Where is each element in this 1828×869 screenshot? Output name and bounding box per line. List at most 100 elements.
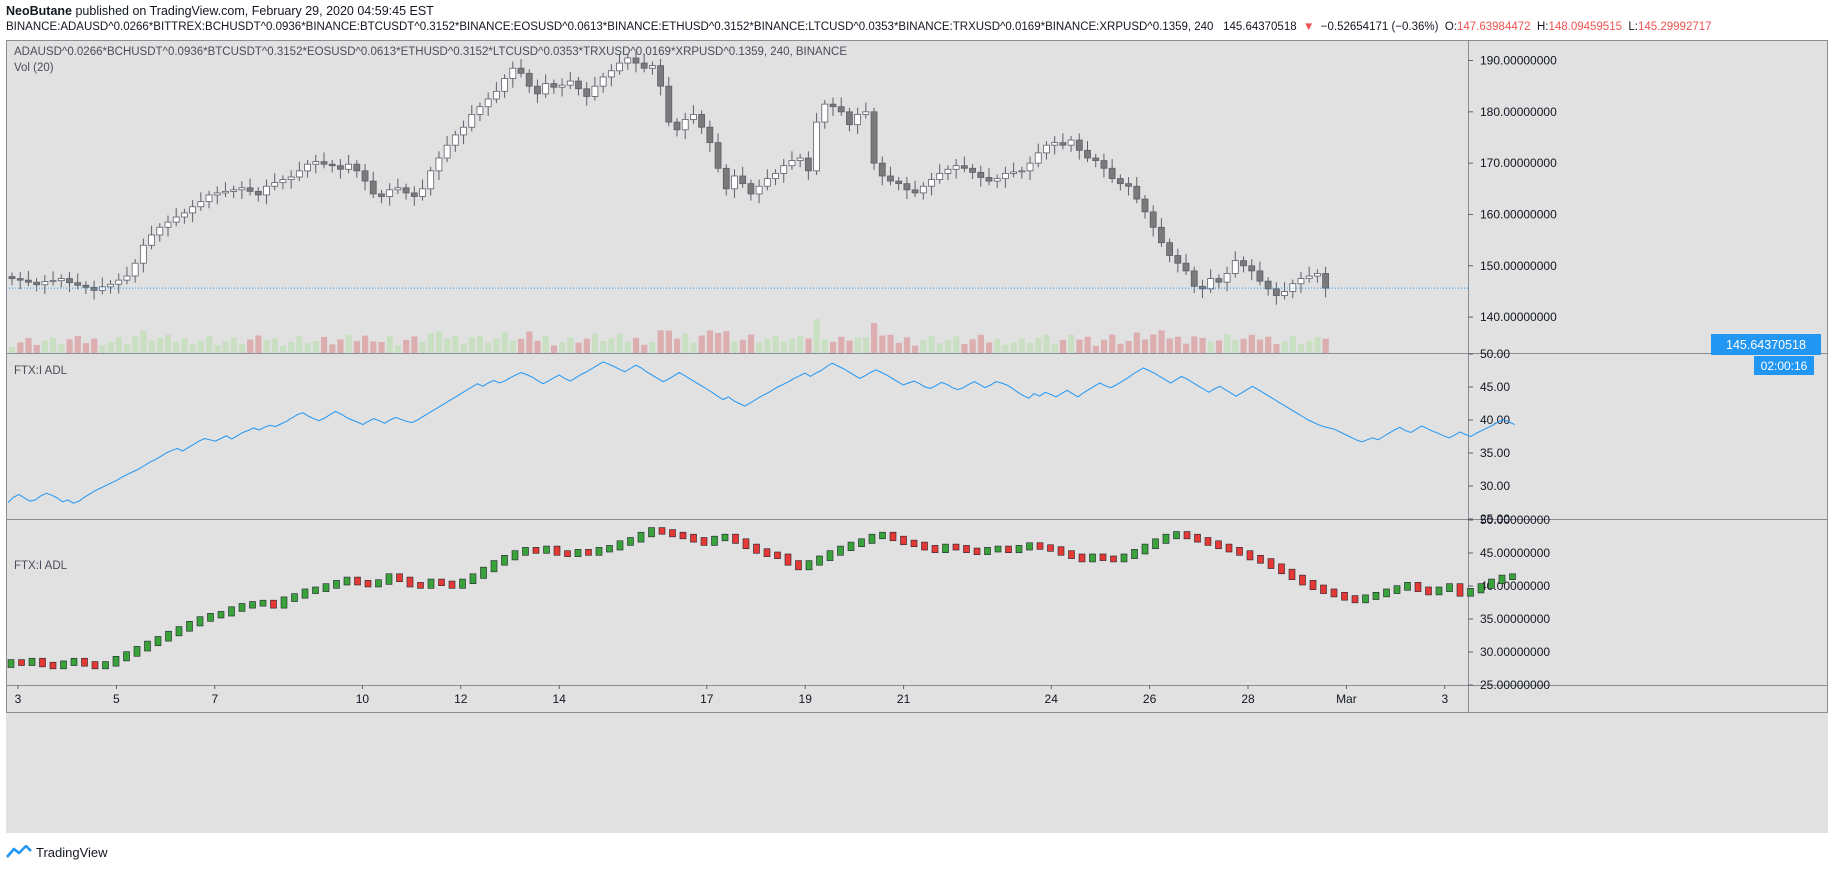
candle[interactable] bbox=[887, 175, 894, 182]
candle[interactable] bbox=[254, 190, 262, 196]
candle[interactable] bbox=[492, 90, 500, 100]
candle[interactable] bbox=[1281, 291, 1288, 296]
candle[interactable] bbox=[813, 121, 820, 172]
candle[interactable] bbox=[1248, 265, 1256, 272]
candle[interactable] bbox=[41, 281, 49, 286]
adl-bar[interactable] bbox=[648, 527, 655, 538]
candle[interactable] bbox=[509, 67, 517, 79]
candle[interactable] bbox=[427, 170, 435, 190]
adl-bar[interactable] bbox=[952, 543, 960, 551]
candle[interactable] bbox=[1026, 162, 1034, 172]
candle[interactable] bbox=[1149, 211, 1157, 228]
candle[interactable] bbox=[960, 165, 968, 169]
candle[interactable] bbox=[739, 175, 747, 185]
adl-bar[interactable] bbox=[1078, 553, 1086, 563]
adl-bar[interactable] bbox=[1183, 531, 1191, 540]
candle[interactable] bbox=[837, 106, 845, 113]
candle[interactable] bbox=[25, 279, 32, 283]
candle[interactable] bbox=[1215, 278, 1223, 283]
candle[interactable] bbox=[8, 276, 16, 279]
candle[interactable] bbox=[419, 188, 426, 197]
candle[interactable] bbox=[1133, 185, 1141, 200]
adl-bar[interactable] bbox=[301, 588, 309, 599]
adl-bar[interactable] bbox=[1267, 558, 1275, 569]
candle[interactable] bbox=[624, 57, 632, 64]
adl-bar[interactable] bbox=[280, 596, 288, 609]
adl-bar[interactable] bbox=[522, 547, 529, 556]
adl-bar[interactable] bbox=[1309, 580, 1317, 590]
adl-bar[interactable] bbox=[60, 660, 67, 670]
candle[interactable] bbox=[772, 173, 779, 179]
adl-bar[interactable] bbox=[406, 576, 414, 588]
candle[interactable] bbox=[1272, 288, 1280, 296]
chart-canvas[interactable]: 3 5 7 10 12 14 17 19 21 24 26 28 Mar 3 190.00000000 180… bbox=[6, 40, 1828, 833]
candle[interactable] bbox=[846, 111, 853, 126]
candle[interactable] bbox=[213, 192, 221, 196]
adl-bar[interactable] bbox=[532, 547, 540, 554]
adl-bar[interactable] bbox=[322, 583, 330, 592]
adl-bar[interactable] bbox=[921, 541, 928, 551]
adl-bar[interactable] bbox=[963, 545, 970, 553]
adl-bar[interactable] bbox=[1278, 563, 1285, 575]
adl-bar[interactable] bbox=[1005, 545, 1012, 553]
adl-bar[interactable] bbox=[595, 547, 603, 556]
candle[interactable] bbox=[599, 76, 607, 87]
adl-bar[interactable] bbox=[847, 541, 855, 551]
candle[interactable] bbox=[698, 114, 706, 128]
adl-bar[interactable] bbox=[1362, 594, 1369, 604]
adl-bar[interactable] bbox=[333, 580, 340, 589]
candle[interactable] bbox=[16, 278, 24, 281]
candle[interactable] bbox=[1166, 242, 1174, 256]
adl-bar[interactable] bbox=[1015, 545, 1023, 553]
adl-bar[interactable] bbox=[837, 545, 844, 556]
candle[interactable] bbox=[1223, 273, 1231, 283]
adl-bar[interactable] bbox=[469, 573, 477, 584]
adl-bar[interactable] bbox=[427, 578, 435, 589]
candle[interactable] bbox=[156, 226, 164, 236]
candle[interactable] bbox=[632, 57, 640, 64]
candle[interactable] bbox=[410, 192, 418, 197]
adl-bar[interactable] bbox=[396, 573, 403, 583]
candle[interactable] bbox=[1010, 171, 1018, 174]
candle[interactable] bbox=[919, 185, 927, 194]
candle[interactable] bbox=[1240, 260, 1247, 267]
adl-bar[interactable] bbox=[616, 540, 624, 551]
candle[interactable] bbox=[90, 286, 98, 291]
candle[interactable] bbox=[1158, 226, 1165, 244]
adl-bar[interactable] bbox=[994, 545, 1002, 553]
candle[interactable] bbox=[993, 178, 1001, 182]
candle[interactable] bbox=[66, 278, 73, 284]
candle[interactable] bbox=[189, 206, 197, 214]
adl-bar[interactable] bbox=[784, 553, 792, 566]
candle[interactable] bbox=[804, 157, 812, 172]
adl-bar[interactable] bbox=[742, 538, 750, 550]
main-pane[interactable]: ADAUSD^0.0266*BCHUSDT^0.0936*BTCUSDT^0.3… bbox=[6, 46, 1468, 353]
candle[interactable] bbox=[640, 62, 648, 69]
candle[interactable] bbox=[1075, 139, 1083, 151]
adl-bar[interactable] bbox=[511, 550, 519, 561]
candle[interactable] bbox=[238, 187, 246, 191]
candle[interactable] bbox=[673, 121, 681, 131]
adl-bar[interactable] bbox=[889, 531, 897, 542]
candle[interactable] bbox=[928, 179, 935, 187]
adl-bar[interactable] bbox=[1057, 546, 1065, 556]
adl-bar[interactable] bbox=[1393, 585, 1401, 594]
adl-line-pane[interactable]: FTX:I ADL bbox=[7, 361, 1515, 504]
adl-bar[interactable] bbox=[123, 651, 130, 662]
adl-bar[interactable] bbox=[144, 640, 151, 652]
candle[interactable] bbox=[1264, 280, 1272, 290]
adl-bar[interactable] bbox=[375, 579, 382, 588]
adl-bar[interactable] bbox=[1383, 588, 1390, 598]
candle[interactable] bbox=[139, 244, 147, 264]
adl-bar[interactable] bbox=[1236, 547, 1243, 556]
candle[interactable] bbox=[263, 185, 270, 196]
candle[interactable] bbox=[534, 85, 541, 95]
author-name[interactable]: NeoButane bbox=[6, 4, 72, 18]
candle[interactable] bbox=[1190, 270, 1198, 287]
adl-bar[interactable] bbox=[879, 531, 886, 540]
adl-bar[interactable] bbox=[910, 539, 918, 548]
candle[interactable] bbox=[681, 119, 689, 131]
adl-bar[interactable] bbox=[1446, 583, 1453, 592]
candle[interactable] bbox=[287, 176, 295, 180]
candle[interactable] bbox=[1174, 255, 1182, 264]
